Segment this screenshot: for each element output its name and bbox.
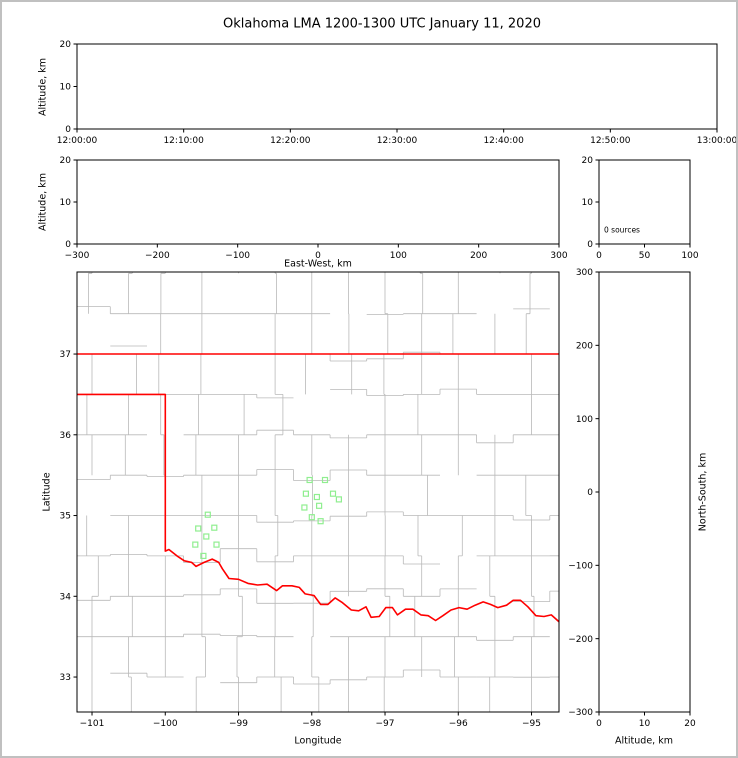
panel-ew_height: −300 −200 −100 0 100 200 300 0 10 20 (60, 156, 568, 261)
station-marker (195, 525, 202, 532)
y-tick-label: 20 (60, 156, 72, 166)
panel-height_ns: 0 10 20 −300 −200 −100 0 100 200 300 (568, 268, 696, 729)
x-tick-label: 200 (470, 251, 487, 261)
station-marker (316, 502, 323, 509)
station-marker (317, 518, 324, 525)
station-marker (204, 511, 211, 518)
panel-frame (598, 271, 691, 713)
ew-height-ylabel: Altitude, km (37, 173, 49, 231)
x-tick-label: 100 (681, 251, 698, 261)
x-tick-label: 0 (596, 251, 602, 261)
x-tick-label: −101 (80, 719, 105, 729)
x-tick-label: 0 (315, 251, 321, 261)
x-tick-label: −97 (376, 719, 395, 729)
y-tick-label: 100 (576, 415, 593, 425)
ew-height-xlabel: East-West, km (284, 258, 352, 270)
y-tick-label: 300 (576, 268, 593, 278)
station-marker (308, 514, 315, 521)
panel-frame (76, 43, 718, 130)
y-tick-label: 200 (576, 342, 593, 352)
map-xlabel: Longitude (294, 735, 342, 747)
time-height-ylabel: Altitude, km (37, 58, 49, 116)
x-tick-label: 50 (639, 251, 651, 261)
panel-source_histogram: 0 50 100 0 10 20 (582, 156, 699, 261)
station-marker (335, 496, 342, 503)
x-tick-label: −300 (65, 251, 90, 261)
station-marker (329, 490, 337, 497)
panel-plan_view: −101 −100 −99 −98 −97 −96 −95 33 34 35 36 37 (60, 271, 560, 729)
y-tick-label: −100 (568, 562, 593, 572)
x-tick-label: −100 (225, 251, 250, 261)
y-tick-label: 0 (587, 488, 593, 498)
x-tick-label: 12:30:00 (377, 136, 418, 146)
ns-height-ylabel: North-South, km (697, 452, 709, 532)
station-marker (302, 490, 309, 497)
x-tick-label: 300 (550, 251, 567, 261)
panel-time_height: 12:00:00 12:10:00 12:20:00 12:30:00 12:40:00… (57, 40, 738, 146)
y-tick-label: 0 (587, 240, 593, 250)
station-marker (306, 476, 313, 484)
x-tick-label: 12:40:00 (483, 136, 524, 146)
lma-station-markers (192, 476, 342, 560)
y-tick-label: 10 (60, 198, 72, 208)
x-tick-label: 13:00:00 (697, 136, 738, 146)
figure-title: Oklahoma LMA 1200-1300 UTC January 11, 2… (223, 16, 541, 32)
x-tick-label: 12:20:00 (270, 136, 311, 146)
station-marker (313, 493, 320, 501)
oklahoma-state-border (77, 353, 559, 623)
station-marker (203, 533, 210, 540)
y-tick-label: 35 (60, 512, 71, 522)
x-tick-label: 12:50:00 (590, 136, 631, 146)
y-tick-label: 20 (582, 156, 594, 166)
x-tick-label: 12:00:00 (57, 136, 98, 146)
y-tick-label: −300 (568, 708, 593, 718)
x-tick-label: 100 (390, 251, 407, 261)
y-tick-label: 37 (60, 350, 71, 360)
x-tick-label: 10 (639, 719, 651, 729)
y-tick-label: 20 (60, 40, 72, 50)
y-tick-label: 0 (65, 125, 71, 135)
panel-frame (76, 271, 560, 713)
station-marker (213, 541, 220, 548)
y-tick-label: 34 (60, 592, 72, 602)
station-marker (200, 552, 207, 560)
source-count-annotation: 0 sources (604, 225, 640, 235)
ns-height-xlabel: Altitude, km (615, 735, 673, 747)
y-tick-label: 0 (65, 240, 71, 250)
x-tick-label: 20 (684, 719, 696, 729)
station-marker (321, 476, 329, 484)
station-marker (211, 524, 218, 531)
x-tick-label: −100 (153, 719, 178, 729)
y-tick-label: 33 (60, 673, 71, 683)
x-tick-label: −98 (302, 719, 321, 729)
y-tick-label: −200 (568, 635, 593, 645)
state-border-line (77, 393, 559, 623)
county-boundaries (77, 272, 559, 712)
y-tick-label: 10 (582, 198, 594, 208)
station-marker (192, 541, 199, 548)
y-tick-label: 36 (60, 431, 72, 441)
y-tick-label: 10 (60, 83, 72, 93)
station-marker (301, 504, 308, 511)
x-tick-label: −95 (522, 719, 541, 729)
map-content (77, 272, 559, 712)
x-tick-label: −99 (229, 719, 248, 729)
panel-frame (76, 159, 560, 245)
x-tick-label: −200 (145, 251, 170, 261)
x-tick-label: 12:10:00 (163, 136, 204, 146)
x-tick-label: −96 (449, 719, 468, 729)
x-tick-label: 0 (596, 719, 602, 729)
map-ylabel: Latitude (41, 472, 53, 512)
